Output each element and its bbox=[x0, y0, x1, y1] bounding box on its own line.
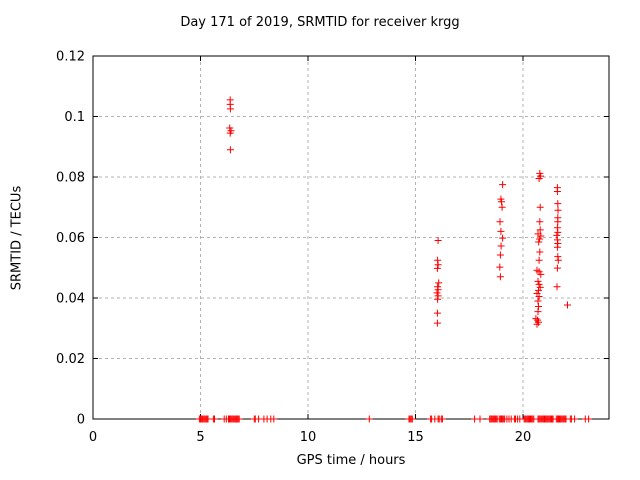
data-point bbox=[499, 234, 507, 242]
data-point bbox=[211, 415, 218, 423]
data-point bbox=[476, 415, 484, 423]
data-point bbox=[499, 181, 507, 189]
data-point bbox=[433, 309, 441, 317]
data-point bbox=[226, 105, 234, 113]
y-tick-label: 0 bbox=[77, 413, 85, 428]
data-point bbox=[434, 295, 442, 303]
y-tick-label: 0.06 bbox=[56, 231, 85, 246]
data-point bbox=[534, 308, 542, 316]
y-axis-label: SRMTID / TECUs bbox=[9, 185, 25, 291]
data-point bbox=[433, 319, 441, 327]
y-tick-label: 0.02 bbox=[56, 352, 85, 367]
data-point bbox=[554, 206, 562, 214]
x-tick-label: 5 bbox=[196, 430, 204, 445]
data-point bbox=[365, 415, 373, 423]
data-point bbox=[537, 270, 545, 278]
data-point bbox=[497, 242, 505, 250]
data-point bbox=[496, 273, 504, 281]
data-point bbox=[497, 227, 505, 235]
data-point bbox=[434, 237, 442, 244]
data-point bbox=[496, 218, 504, 226]
data-point bbox=[537, 232, 545, 240]
x-tick-label: 20 bbox=[515, 430, 532, 445]
data-point bbox=[554, 200, 562, 208]
data-point bbox=[554, 218, 562, 226]
data-point bbox=[571, 415, 579, 423]
x-tick-label: 15 bbox=[407, 430, 424, 445]
data-point bbox=[564, 301, 571, 309]
data-point bbox=[226, 146, 234, 154]
data-point bbox=[496, 251, 504, 259]
data-point bbox=[226, 129, 234, 137]
data-point bbox=[532, 315, 540, 323]
data-point bbox=[535, 293, 543, 300]
data-point bbox=[433, 289, 441, 297]
data-point bbox=[496, 263, 504, 271]
y-tick-label: 0.1 bbox=[64, 110, 85, 125]
y-tick-label: 0.12 bbox=[56, 50, 85, 65]
data-point bbox=[435, 279, 443, 287]
data-point bbox=[408, 415, 416, 423]
data-point bbox=[535, 238, 543, 246]
data-point bbox=[433, 264, 441, 272]
data-point bbox=[498, 203, 506, 211]
x-tick-label: 0 bbox=[89, 430, 97, 445]
x-tick-label: 10 bbox=[300, 430, 317, 445]
data-point bbox=[434, 286, 442, 294]
data-point bbox=[553, 264, 561, 272]
data-point bbox=[536, 203, 544, 211]
data-point bbox=[498, 198, 505, 206]
data-point bbox=[585, 415, 593, 423]
data-point bbox=[536, 218, 544, 226]
data-point bbox=[554, 256, 562, 264]
data-point bbox=[536, 235, 544, 243]
data-point bbox=[535, 280, 543, 288]
data-point bbox=[534, 277, 542, 285]
y-tick-label: 0.08 bbox=[56, 171, 85, 186]
data-point bbox=[533, 320, 541, 328]
data-point bbox=[536, 283, 544, 291]
data-point bbox=[553, 243, 561, 251]
x-axis-label: GPS time / hours bbox=[296, 453, 406, 468]
chart-title: Day 171 of 2019, SRMTID for receiver krg… bbox=[180, 15, 460, 30]
data-point bbox=[438, 415, 446, 423]
data-point bbox=[553, 283, 561, 291]
data-point bbox=[536, 248, 544, 256]
data-point bbox=[554, 228, 562, 236]
data-point bbox=[535, 175, 543, 182]
y-tick-label: 0.04 bbox=[56, 292, 85, 307]
data-point bbox=[553, 188, 561, 195]
data-point bbox=[535, 286, 542, 294]
data-point bbox=[434, 261, 442, 269]
data-point bbox=[553, 231, 561, 239]
data-point bbox=[270, 415, 278, 423]
data-point bbox=[535, 256, 543, 264]
data-point bbox=[536, 226, 544, 234]
data-point bbox=[235, 415, 243, 423]
